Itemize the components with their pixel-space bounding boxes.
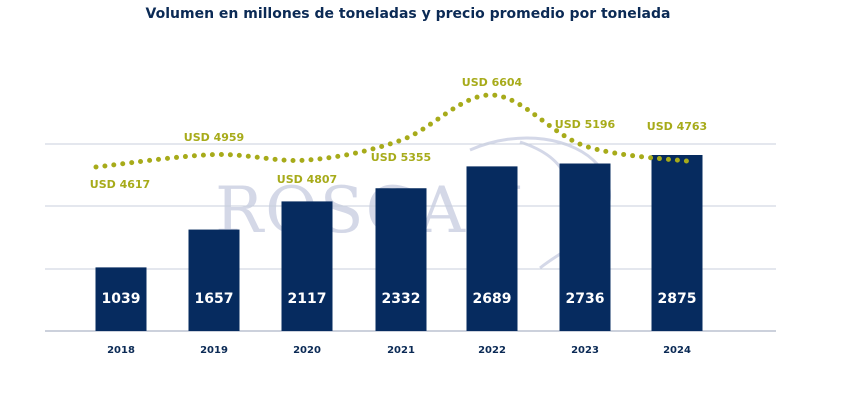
price-label: USD 4763: [647, 120, 707, 133]
bar-value-label: 2117: [288, 291, 327, 307]
price-label: USD 5355: [371, 151, 431, 164]
bar: [466, 166, 518, 331]
price-line: USD 4617 USD 4959 USD 4807 USD 5355 USD 6604…: [90, 76, 707, 191]
bar-value-label: 2332: [382, 291, 421, 307]
x-tick-label: 2019: [200, 345, 228, 356]
chart-title: Volumen en millones de toneladas y preci…: [145, 6, 671, 22]
bar: [95, 267, 147, 331]
bar: [281, 201, 333, 331]
bar: [188, 229, 240, 331]
x-axis-labels: 2018 2019 2020 2021 2022 2023 2024: [107, 345, 691, 356]
price-label: USD 4959: [184, 131, 244, 144]
bar-value-label: 2689: [473, 291, 512, 307]
x-tick-label: 2018: [107, 345, 135, 356]
price-label: USD 4617: [90, 178, 150, 191]
x-tick-label: 2020: [293, 345, 321, 356]
price-label: USD 4807: [277, 173, 337, 186]
x-tick-label: 2021: [387, 345, 415, 356]
bar-value-label: 1657: [195, 291, 234, 307]
x-tick-label: 2023: [571, 345, 599, 356]
price-label: USD 6604: [462, 76, 523, 89]
bar: [375, 188, 427, 331]
bar: [651, 155, 703, 331]
price-line-path: [93, 92, 695, 170]
bar-value-label: 1039: [102, 291, 141, 307]
bar-value-label: 2736: [566, 291, 605, 307]
bar-value-label: 2875: [658, 291, 697, 307]
price-label: USD 5196: [555, 118, 616, 131]
bar: [559, 163, 611, 331]
x-tick-label: 2022: [478, 345, 506, 356]
bars: 1039 1657 2117 2332 2689 2736 2875: [95, 155, 703, 331]
x-tick-label: 2024: [663, 345, 691, 356]
